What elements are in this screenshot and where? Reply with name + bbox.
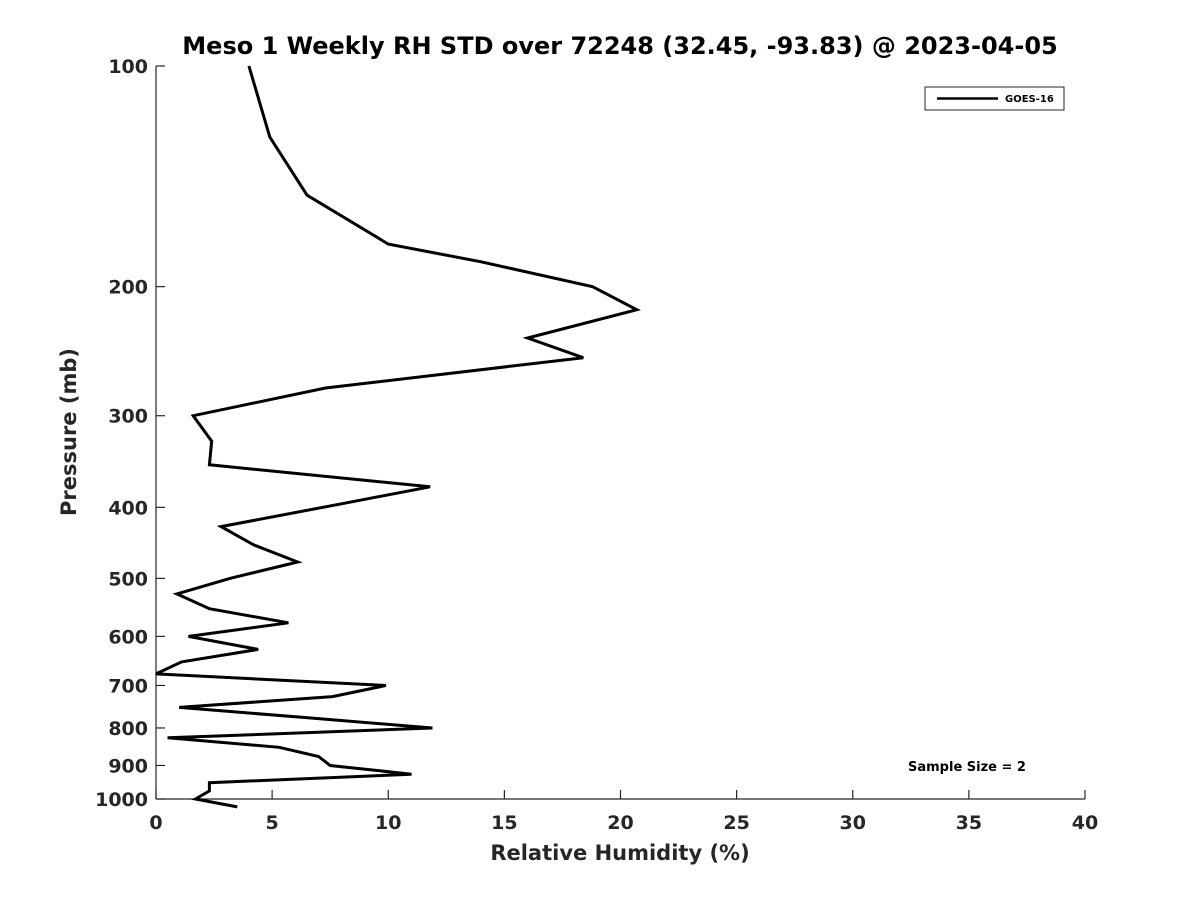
x-tick-label: 35	[956, 812, 982, 834]
series-layer	[155, 65, 641, 809]
y-tick-label: 400	[108, 497, 148, 519]
y-tick-label: 1000	[95, 789, 148, 811]
x-tick-label: 30	[840, 812, 866, 834]
chart-title: Meso 1 Weekly RH STD over 72248 (32.45, …	[182, 32, 1057, 60]
x-tick-label: 20	[607, 812, 633, 834]
y-tick-label: 600	[108, 626, 148, 648]
y-tick-label: 100	[108, 56, 148, 78]
axes: 0 5 10 15 20 25 30 35 40 100 200 300 400 500 600 700 80…	[95, 56, 1098, 834]
x-tick-label: 40	[1072, 812, 1098, 834]
x-tick-label: 10	[375, 812, 401, 834]
x-tick-label: 15	[491, 812, 517, 834]
y-tick-label: 900	[108, 755, 148, 777]
legend-label-goes-16: GOES-16	[1005, 94, 1054, 105]
y-tick-label: 800	[108, 718, 148, 740]
y-tick-label: 300	[108, 406, 148, 428]
y-tick-label: 200	[108, 277, 148, 299]
sample-size-annotation: Sample Size = 2	[908, 760, 1026, 775]
y-tick-label: 700	[108, 675, 148, 697]
x-ticks: 0 5 10 15 20 25 30 35 40	[149, 790, 1098, 834]
y-axis-label: Pressure (mb)	[57, 348, 81, 516]
x-tick-label: 0	[149, 812, 162, 834]
legend: GOES-16	[924, 86, 1065, 111]
y-tick-label: 500	[108, 568, 148, 590]
y-ticks: 100 200 300 400 500 600 700 800 900 1000	[95, 56, 165, 811]
x-tick-label: 5	[266, 812, 279, 834]
series-line-goes-16	[155, 65, 641, 809]
x-tick-label: 25	[723, 812, 749, 834]
x-axis-label: Relative Humidity (%)	[490, 841, 749, 865]
